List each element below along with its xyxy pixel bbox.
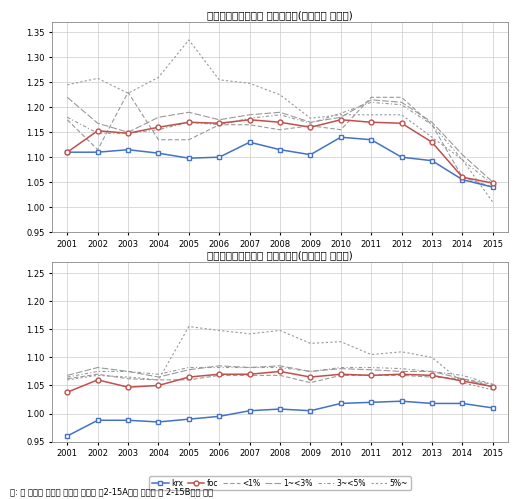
Text: 주: 위 그림과 관련된 통계는 〈부록 표2-15A〉와 〈부록 표 2-15B〉를 참조: 주: 위 그림과 관련된 통계는 〈부록 표2-15A〉와 〈부록 표 2-15… (10, 488, 214, 497)
Title: 연구개발집약도대별 매출성장률(기업군별 중간치): 연구개발집약도대별 매출성장률(기업군별 중간치) (207, 10, 353, 20)
Legend: krx, foc, <1%, 1~<3%, 3~<5%, 5%~: krx, foc, <1%, 1~<3%, 3~<5%, 5%~ (149, 476, 411, 491)
Title: 연구개발집약도대별 고용성장률(기업군별 중간치): 연구개발집약도대별 고용성장률(기업군별 중간치) (207, 250, 353, 260)
Legend: krx, foc, <1%, 1~<3%, 3~<5%, 5%~: krx, foc, <1%, 1~<3%, 3~<5%, 5%~ (149, 265, 411, 279)
